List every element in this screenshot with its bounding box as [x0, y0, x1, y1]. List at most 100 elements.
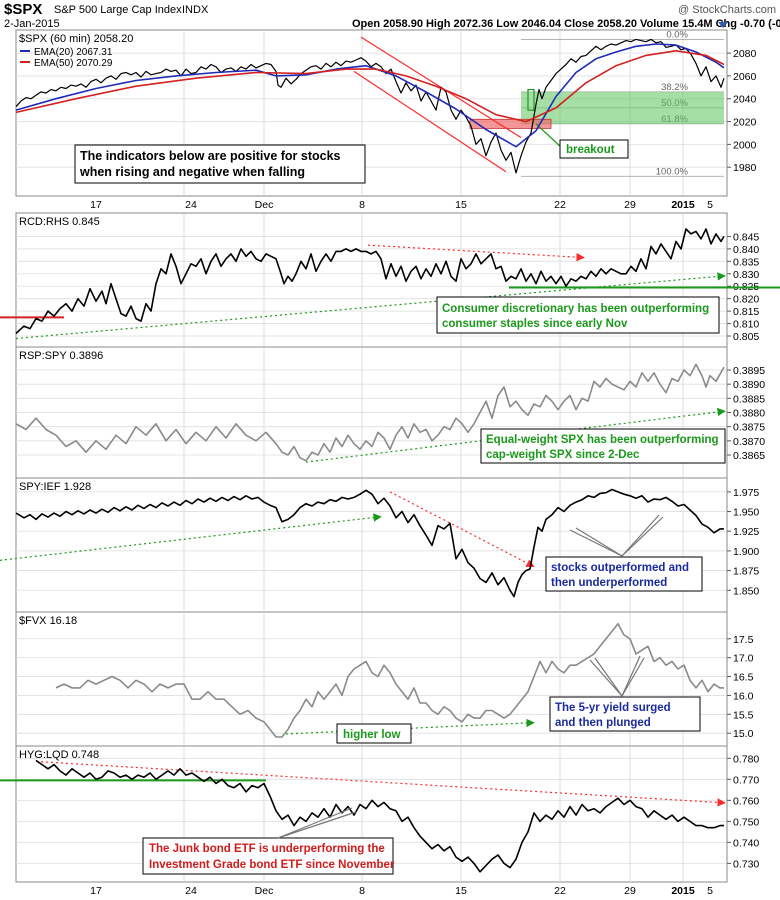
y-tick-label: 2000	[733, 139, 757, 151]
rsp-note-line1: Equal-weight SPX has been outperforming	[486, 434, 719, 446]
channel-line-bottom	[353, 70, 507, 173]
series--fvx	[55, 622, 724, 738]
spy-note-box	[545, 556, 703, 592]
x-tick-label: 2015	[671, 199, 695, 211]
series-price	[15, 38, 725, 174]
panel-title: RCD:RHS 0.845	[19, 216, 100, 228]
trend-arrow-green	[15, 272, 726, 340]
header-exchange: INDX	[182, 4, 209, 16]
series-ema-50-	[15, 50, 725, 123]
y-tick-label: 0.810	[733, 319, 759, 331]
y-tick-label: 0.740	[733, 837, 759, 849]
header-symbol: $SPX	[4, 1, 42, 18]
y-tick-label: 16.5	[733, 672, 754, 684]
y-tick-label: 0.770	[733, 774, 759, 786]
x-tick-label: 24	[185, 199, 197, 211]
y-tick-label: 0.835	[733, 256, 759, 268]
panel-title: $FVX 16.18	[19, 615, 77, 627]
indicators-note-line2: when rising and negative when falling	[79, 165, 305, 179]
indicators-note-box	[74, 144, 366, 184]
annotations: The indicators below are positive for st…	[74, 139, 726, 875]
rsp-note-line2: cap-weight SPX since 2-Dec	[486, 449, 640, 461]
y-tick-label: 0.840	[733, 244, 759, 256]
x-tick-label: 24	[185, 885, 197, 897]
trend-arrow-red	[389, 491, 535, 568]
panel-title: HYG:LQD 0.748	[19, 749, 99, 761]
y-tick-label: 0.3880	[733, 408, 765, 420]
y-tick-label: 0.780	[733, 753, 759, 765]
x-tick-label: 17	[90, 199, 102, 211]
y-tick-label: 17.0	[733, 653, 754, 665]
fib-label: 100.0%	[656, 166, 689, 177]
x-tick-label: 22	[554, 885, 566, 897]
fib-label: 38.2%	[661, 82, 688, 93]
series-hyg-lqd	[35, 759, 724, 873]
trend-arrow-green	[285, 718, 535, 735]
spy-note-line1: stocks outperformed and	[551, 562, 689, 574]
x-tick-label: 29	[624, 885, 636, 897]
y-tick-label: 0.845	[733, 231, 759, 243]
x-tick-label: 22	[554, 199, 566, 211]
panel-title: RSP:SPY 0.3896	[19, 350, 103, 362]
x-tick-label: 5	[707, 885, 713, 897]
y-tick-label: 0.750	[733, 816, 759, 828]
y-tick-label: 0.760	[733, 795, 759, 807]
rcd-note-box	[436, 296, 720, 334]
rsp-note-box	[480, 428, 726, 464]
y-tick-label: 1.850	[733, 585, 759, 597]
legend-label: EMA(50) 2070.29	[34, 58, 113, 69]
hyg-note-box	[142, 837, 394, 875]
y-tick-label: 0.3875	[733, 422, 765, 434]
breakout-connector	[535, 123, 563, 149]
y-tick-label: 1.975	[733, 487, 759, 499]
panel-spy-ief: 1.850 1.875 1.900 1.925 1.950 1.975 SPY:IEF 1.…	[0, 477, 759, 613]
trend-arrow-green	[0, 513, 382, 561]
hyg-note-line2: Investment Grade bond ETF since November	[149, 859, 395, 871]
chevron-down-icon[interactable]	[718, 22, 728, 28]
y-tick-label: 1.950	[733, 507, 759, 519]
y-tick-label: 16.0	[733, 690, 754, 702]
y-tick-label: 0.815	[733, 306, 759, 318]
series-spy-ief	[15, 488, 724, 598]
fvx-note-line2: and then plunged	[555, 717, 651, 729]
x-tick-label: 15	[455, 885, 467, 897]
y-tick-label: 0.805	[733, 331, 759, 343]
y-tick-label: 1980	[733, 162, 757, 174]
header-quote: Open 2058.90 High 2072.36 Low 2046.04 Cl…	[352, 18, 780, 30]
y-tick-label: 2080	[733, 48, 757, 60]
x-axis-top: 17 24 Dec 8 15 22 29 2015 5	[90, 199, 713, 211]
x-tick-label: Dec	[255, 199, 274, 211]
rcd-note-line2: consumer staples since early Nov	[442, 318, 628, 330]
series-rcd-rhs	[15, 228, 725, 335]
x-tick-label: 5	[707, 199, 713, 211]
fib-label: 0.0%	[666, 29, 688, 40]
y-tick-label: 0.3890	[733, 379, 765, 391]
x-axis-bottom: 17 24 Dec 8 15 22 29 2015 5	[90, 885, 713, 897]
chart-header: $SPX S&P 500 Large Cap Index INDX 2-Jan-…	[4, 1, 780, 30]
y-tick-label: 15.0	[733, 728, 754, 740]
series-ema-20-	[15, 43, 725, 148]
x-tick-label: 8	[359, 199, 365, 211]
header-date: 2-Jan-2015	[4, 18, 60, 30]
y-tick-label: 0.730	[733, 858, 759, 870]
spy-pointer-lines	[569, 514, 664, 557]
y-tick-label: 0.3885	[733, 393, 765, 405]
y-tick-label: 0.820	[733, 294, 759, 306]
panel-title: $SPX (60 min) 2058.20	[19, 33, 133, 45]
indicators-note-line1: The indicators below are positive for st…	[80, 149, 341, 163]
y-tick-label: 2020	[733, 117, 757, 129]
hyg-pointer-lines	[277, 807, 357, 839]
breakout-bracket	[527, 89, 535, 111]
higher-low-box	[336, 723, 412, 744]
fvx-note-line1: The 5-yr yield surged	[555, 702, 671, 714]
spy-note-line2: then underperformed	[551, 577, 667, 589]
x-tick-label: 15	[455, 199, 467, 211]
y-tick-label: 17.5	[733, 634, 754, 646]
y-tick-label: 2040	[733, 94, 757, 106]
panel-hyg-lqd: 0.730 0.740 0.750 0.760 0.770 0.780 HYG:LQD 0.…	[0, 745, 759, 883]
header-description: S&P 500 Large Cap Index	[54, 4, 182, 16]
y-tick-label: 1.900	[733, 546, 759, 558]
x-tick-label: Dec	[255, 885, 274, 897]
series-rsp-spy	[15, 363, 725, 462]
